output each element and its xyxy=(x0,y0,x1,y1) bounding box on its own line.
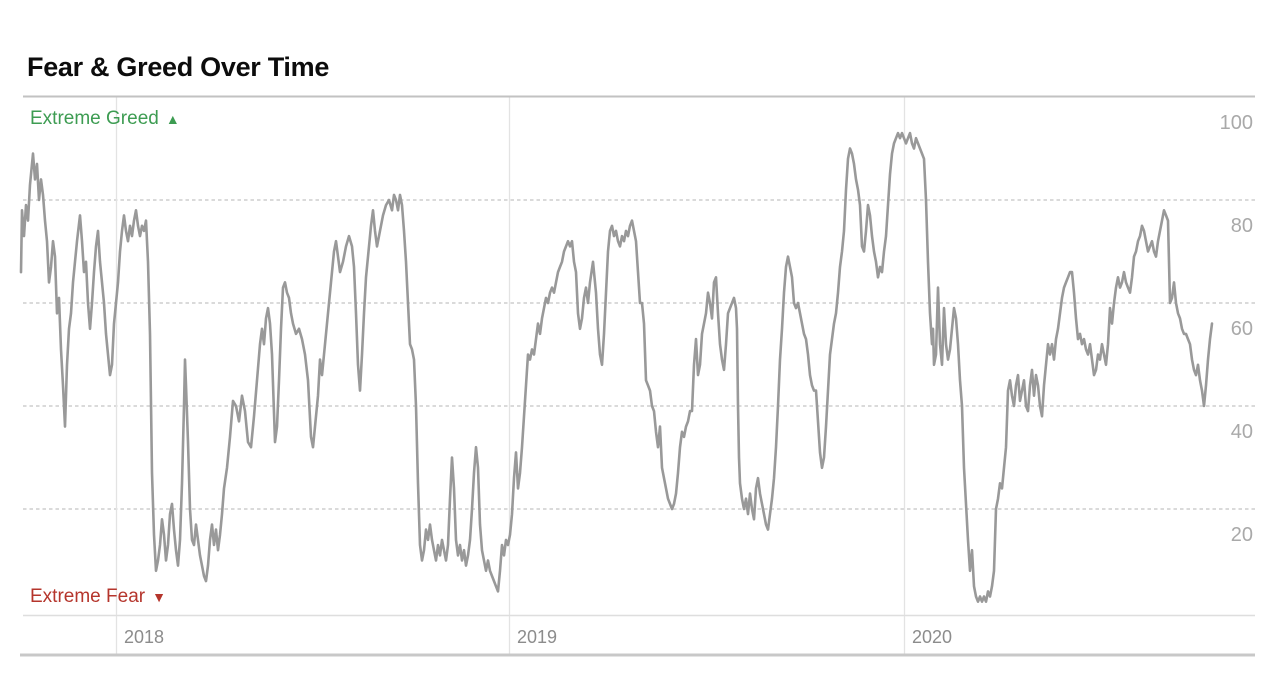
y-tick-label-100: 100 xyxy=(1219,112,1253,134)
page-title: Fear & Greed Over Time xyxy=(27,52,330,83)
extreme-greed-text: Extreme Greed xyxy=(30,108,159,129)
greed-up-arrow-icon: ▲ xyxy=(165,111,180,127)
y-tick-label-60: 60 xyxy=(1230,318,1253,340)
x-tick-label-2018: 2018 xyxy=(124,627,165,647)
extreme-fear-label: Extreme Fear ▼ xyxy=(30,586,166,608)
y-tick-label-20: 20 xyxy=(1230,524,1253,546)
y-tick-label-80: 80 xyxy=(1230,215,1253,237)
fear-greed-index-line xyxy=(19,131,1214,603)
x-tick-label-2020: 2020 xyxy=(912,627,953,647)
x-tick-label-2019: 2019 xyxy=(517,627,558,647)
fear-down-arrow-icon: ▼ xyxy=(152,589,166,605)
extreme-fear-text: Extreme Fear xyxy=(30,586,146,607)
y-tick-label-40: 40 xyxy=(1230,421,1253,443)
extreme-greed-label: Extreme Greed ▲ xyxy=(30,108,180,130)
